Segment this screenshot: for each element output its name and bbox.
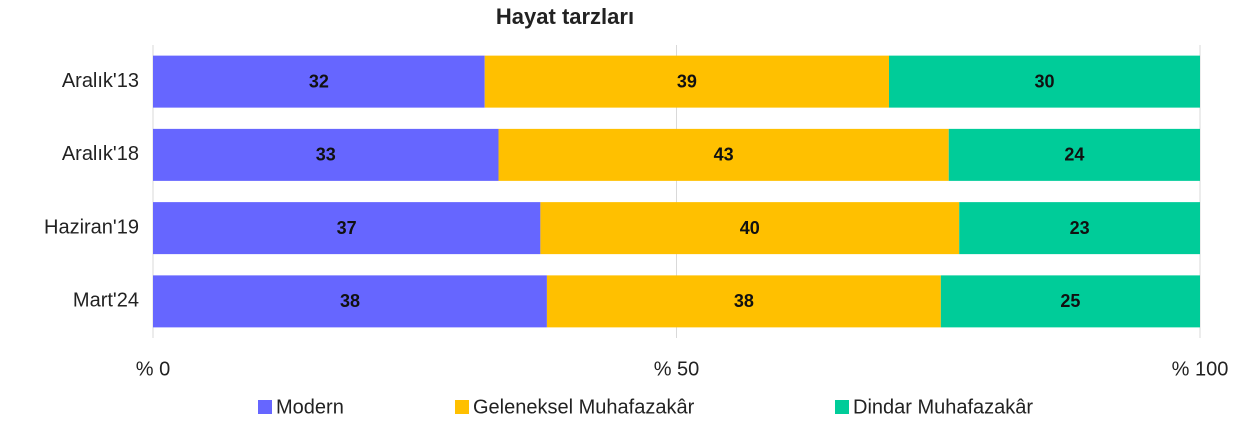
bar-segment [153, 128, 499, 181]
y-tick-label: Aralık'18 [62, 143, 139, 165]
legend-label: Modern [276, 396, 344, 418]
legend-swatch [258, 400, 272, 414]
bar-segment [940, 275, 1200, 328]
value-label: 33 [316, 145, 336, 165]
value-label: 32 [309, 71, 329, 91]
chart-title: Hayat tarzları [496, 4, 634, 29]
value-label: 38 [340, 291, 360, 311]
bar-segment [948, 128, 1200, 181]
value-label: 37 [337, 218, 357, 238]
legend-label: Geleneksel Muhafazakâr [473, 396, 695, 418]
bar-segment [959, 202, 1200, 255]
bar-segment [889, 55, 1200, 108]
value-label: 39 [677, 71, 697, 91]
legend-swatch [455, 400, 469, 414]
bar-segment [153, 202, 541, 255]
bar-segment [498, 128, 949, 181]
value-label: 38 [734, 291, 754, 311]
bar-segment [153, 275, 547, 328]
x-tick-label: % 0 [136, 358, 170, 380]
value-label: 40 [740, 218, 760, 238]
value-label: 24 [1064, 145, 1084, 165]
y-tick-label: Mart'24 [73, 290, 139, 312]
bar-segment [153, 55, 485, 108]
legend-swatch [835, 400, 849, 414]
bar-segment [546, 275, 941, 328]
y-tick-label: Haziran'19 [44, 216, 139, 238]
bar-segment [540, 202, 960, 255]
value-label: 23 [1070, 218, 1090, 238]
legend-label: Dindar Muhafazakâr [853, 396, 1033, 418]
x-tick-label: % 50 [654, 358, 700, 380]
value-label: 30 [1034, 71, 1054, 91]
value-label: 43 [714, 145, 734, 165]
y-tick-label: Aralık'13 [62, 70, 139, 92]
x-tick-label: % 100 [1172, 358, 1229, 380]
bar-segment [484, 55, 890, 108]
value-label: 25 [1060, 291, 1080, 311]
